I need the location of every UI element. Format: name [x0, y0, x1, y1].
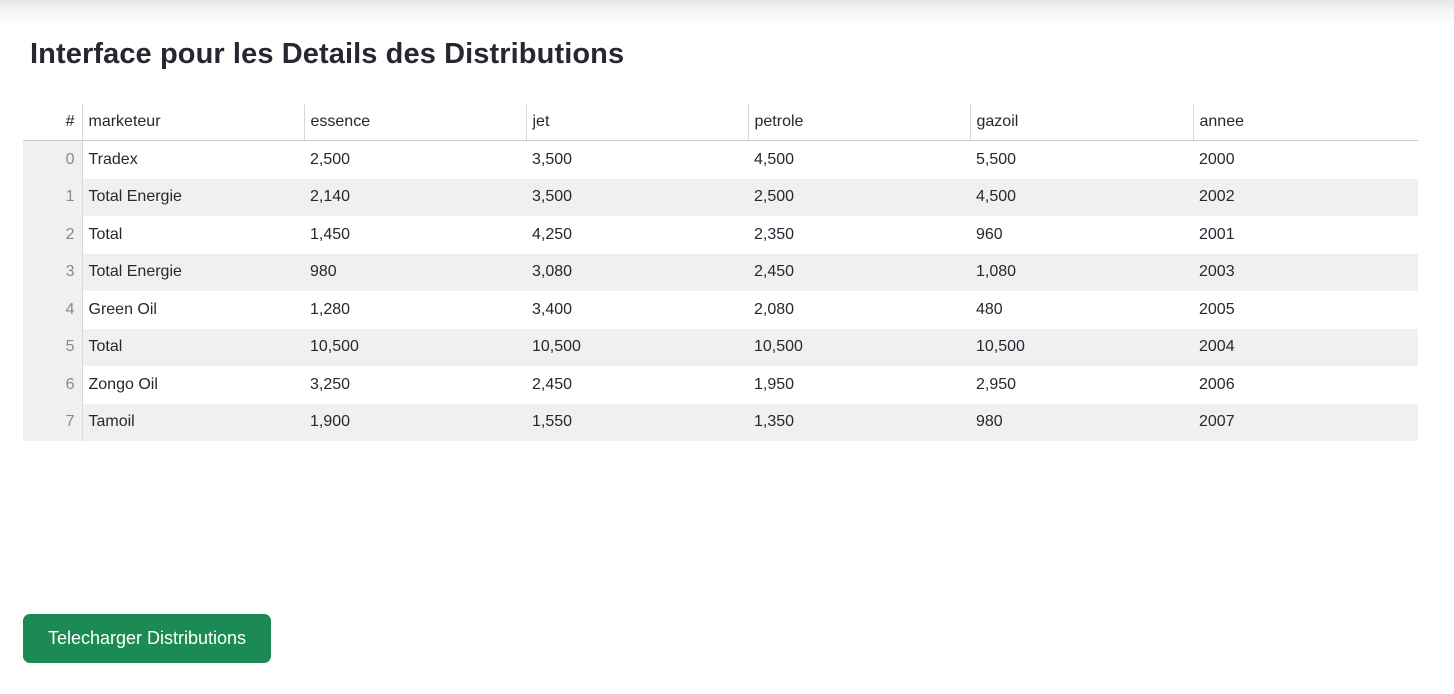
cell-jet[interactable]: 3,500: [526, 178, 748, 216]
page-title: Interface pour les Details des Distribut…: [30, 38, 625, 70]
cell-essence[interactable]: 1,900: [304, 403, 526, 441]
cell-gazoil[interactable]: 1,080: [970, 253, 1193, 291]
cell-petrole[interactable]: 2,080: [754, 300, 795, 318]
cell-petrole[interactable]: 4,500: [754, 150, 795, 168]
cell-essence[interactable]: 2,140: [304, 178, 526, 216]
cell-marketeur[interactable]: Green Oil: [88, 300, 157, 318]
cell-jet[interactable]: 2,450: [532, 375, 573, 393]
row-index: 3: [23, 253, 83, 291]
cell-jet[interactable]: 1,550: [526, 403, 748, 441]
cell-gazoil[interactable]: 2,950: [976, 375, 1017, 393]
cell-gazoil[interactable]: 960: [976, 225, 1003, 243]
cell-gazoil[interactable]: 980: [970, 403, 1193, 441]
column-header-annee[interactable]: annee: [1192, 104, 1418, 141]
cell-annee[interactable]: 2007: [1193, 403, 1418, 441]
table-row: 5 Total 10,500 10,500 10,500 10,500 2004: [23, 328, 1418, 366]
column-header-essence[interactable]: essence: [303, 104, 526, 141]
cell-essence[interactable]: 1,280: [310, 300, 351, 318]
top-shadow: [0, 0, 1454, 26]
cell-annee[interactable]: 2006: [1199, 375, 1235, 393]
cell-marketeur[interactable]: Tradex: [88, 150, 138, 168]
cell-essence[interactable]: 980: [304, 253, 526, 291]
row-index: 6: [23, 366, 83, 404]
table-row: 3 Total Energie 980 3,080 2,450 1,080 20…: [23, 253, 1418, 291]
distributions-table-container: # marketeur essence jet petrole gazoil a…: [23, 104, 1418, 441]
cell-marketeur[interactable]: Total Energie: [82, 178, 304, 216]
column-header-gazoil[interactable]: gazoil: [969, 104, 1193, 141]
cell-essence[interactable]: 2,500: [310, 150, 351, 168]
column-header-petrole[interactable]: petrole: [747, 104, 970, 141]
download-distributions-button[interactable]: Telecharger Distributions: [23, 614, 271, 663]
cell-gazoil[interactable]: 4,500: [970, 178, 1193, 216]
cell-marketeur[interactable]: Total: [82, 328, 304, 366]
cell-marketeur[interactable]: Total Energie: [82, 253, 304, 291]
table-row: 7 Tamoil 1,900 1,550 1,350 980 2007: [23, 403, 1418, 441]
row-index: 1: [23, 178, 83, 216]
cell-petrole[interactable]: 2,350: [754, 225, 795, 243]
row-index: 7: [23, 403, 83, 441]
cell-annee[interactable]: 2002: [1193, 178, 1418, 216]
table-row: 0 Tradex 2,500 3,500 4,500 5,500 2000: [23, 140, 1418, 179]
row-index: 2: [23, 216, 83, 254]
cell-gazoil[interactable]: 480: [976, 300, 1003, 318]
row-index: 0: [23, 140, 83, 179]
table-header-row: # marketeur essence jet petrole gazoil a…: [23, 104, 1418, 141]
cell-gazoil[interactable]: 10,500: [970, 328, 1193, 366]
cell-annee[interactable]: 2004: [1193, 328, 1418, 366]
cell-jet[interactable]: 3,080: [526, 253, 748, 291]
cell-petrole[interactable]: 2,500: [748, 178, 970, 216]
table-row: 6 Zongo Oil 3,250 2,450 1,950 2,950 2006: [23, 366, 1418, 404]
row-index: 4: [23, 291, 83, 329]
cell-jet[interactable]: 3,500: [532, 150, 573, 168]
table-row: 1 Total Energie 2,140 3,500 2,500 4,500 …: [23, 178, 1418, 216]
cell-jet[interactable]: 3,400: [532, 300, 573, 318]
cell-petrole[interactable]: 10,500: [748, 328, 970, 366]
cell-petrole[interactable]: 1,350: [748, 403, 970, 441]
table-row: 2 Total 1,450 4,250 2,350 960 2001: [23, 216, 1418, 254]
cell-annee[interactable]: 2003: [1193, 253, 1418, 291]
cell-marketeur[interactable]: Zongo Oil: [88, 375, 158, 393]
cell-marketeur[interactable]: Tamoil: [82, 403, 304, 441]
distributions-table: # marketeur essence jet petrole gazoil a…: [23, 104, 1418, 441]
cell-annee[interactable]: 2000: [1199, 150, 1235, 168]
cell-annee[interactable]: 2005: [1199, 300, 1235, 318]
cell-essence[interactable]: 1,450: [310, 225, 351, 243]
table-row: 4 Green Oil 1,280 3,400 2,080 480 2005: [23, 291, 1418, 329]
cell-essence[interactable]: 10,500: [304, 328, 526, 366]
column-header-marketeur[interactable]: marketeur: [81, 104, 304, 141]
cell-gazoil[interactable]: 5,500: [976, 150, 1017, 168]
column-header-jet[interactable]: jet: [525, 104, 748, 141]
cell-jet[interactable]: 10,500: [526, 328, 748, 366]
cell-marketeur[interactable]: Total: [88, 225, 123, 243]
cell-petrole[interactable]: 2,450: [748, 253, 970, 291]
cell-essence[interactable]: 3,250: [310, 375, 351, 393]
cell-annee[interactable]: 2001: [1199, 225, 1235, 243]
row-index: 5: [23, 328, 83, 366]
cell-jet[interactable]: 4,250: [532, 225, 573, 243]
cell-petrole[interactable]: 1,950: [754, 375, 795, 393]
column-header-index[interactable]: #: [23, 104, 82, 141]
